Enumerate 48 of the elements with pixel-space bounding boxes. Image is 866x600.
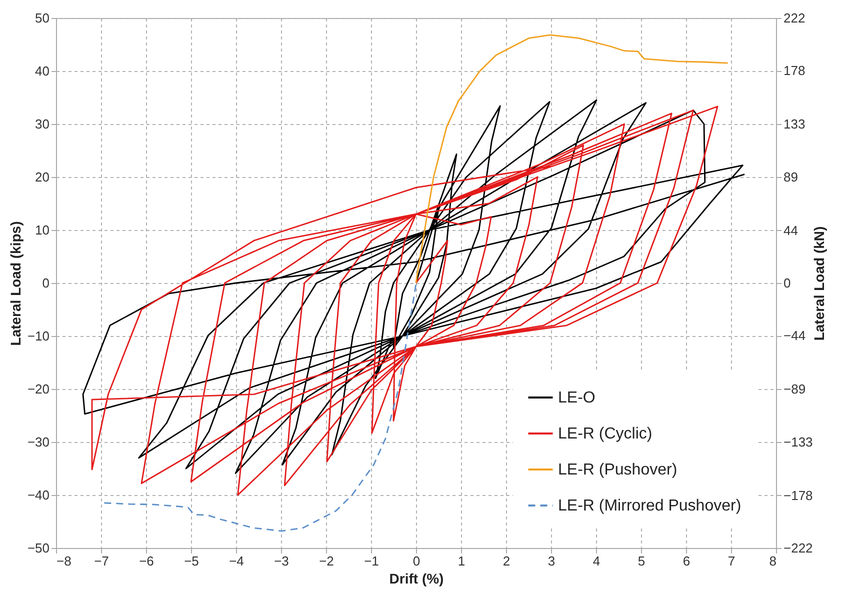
x-tick-label: −7	[94, 554, 109, 568]
y2-axis-title: Lateral Load (kN)	[810, 226, 827, 341]
x-tick-label: 8	[769, 554, 776, 568]
x-tick-label: 3	[548, 554, 556, 568]
y-axis-title: Lateral Load (kips)	[7, 221, 24, 346]
y-tick-label: −30	[27, 434, 50, 450]
y2-tick-label: −89	[784, 382, 806, 397]
y-tick-label: 0	[42, 276, 50, 290]
line-series	[415, 34, 729, 284]
y2-tick-label: 0	[784, 276, 791, 290]
x-tick-label: −2	[319, 554, 334, 568]
legend-label: LE-R (Mirrored Pushover)	[558, 498, 742, 514]
x-tick-label: 7	[728, 554, 736, 568]
y-tick-label: 40	[35, 64, 50, 78]
y-tick-label: 50	[35, 10, 50, 26]
y2-tick-label: 133	[784, 116, 806, 132]
y2-tick-label: 178	[784, 63, 806, 78]
y2-tick-label: 222	[784, 10, 806, 26]
x-tick-label: −8	[56, 554, 72, 568]
y2-tick-label: −178	[784, 488, 813, 503]
x-tick-label: 5	[638, 554, 646, 568]
y-tick-label: −20	[27, 382, 50, 396]
x-tick-label: −4	[229, 554, 244, 568]
y-tick-label: 30	[35, 116, 50, 132]
line-series	[103, 282, 417, 532]
x-tick-label: −1	[364, 554, 379, 568]
y2-tick-label: −222	[784, 540, 813, 556]
x-tick-label: 1	[458, 554, 466, 568]
y2-tick-label: −133	[784, 434, 813, 450]
y-tick-label: 10	[35, 222, 50, 238]
legend-label: LE-O	[558, 390, 596, 406]
x-tick-label: 2	[502, 554, 510, 568]
x-tick-label: −5	[184, 554, 199, 568]
x-tick-label: −6	[139, 554, 154, 568]
x-tick-label: 6	[682, 554, 690, 568]
x-axis-title: Drift (%)	[389, 570, 444, 586]
x-tick-label: 4	[592, 554, 600, 568]
y-tick-label: −10	[27, 328, 50, 344]
y-tick-label: −40	[27, 488, 50, 502]
y-tick-label: 20	[35, 170, 50, 184]
y2-tick-label: 44	[784, 222, 798, 238]
y2-tick-label: 89	[784, 169, 798, 184]
legend-label: LE-R (Pushover)	[558, 462, 678, 478]
x-tick-label: −3	[274, 554, 289, 568]
x-tick-label: 0	[412, 554, 420, 568]
y2-tick-label: −44	[784, 328, 806, 344]
y-tick-label: −50	[27, 540, 50, 556]
legend-label: LE-R (Cyclic)	[558, 426, 652, 442]
